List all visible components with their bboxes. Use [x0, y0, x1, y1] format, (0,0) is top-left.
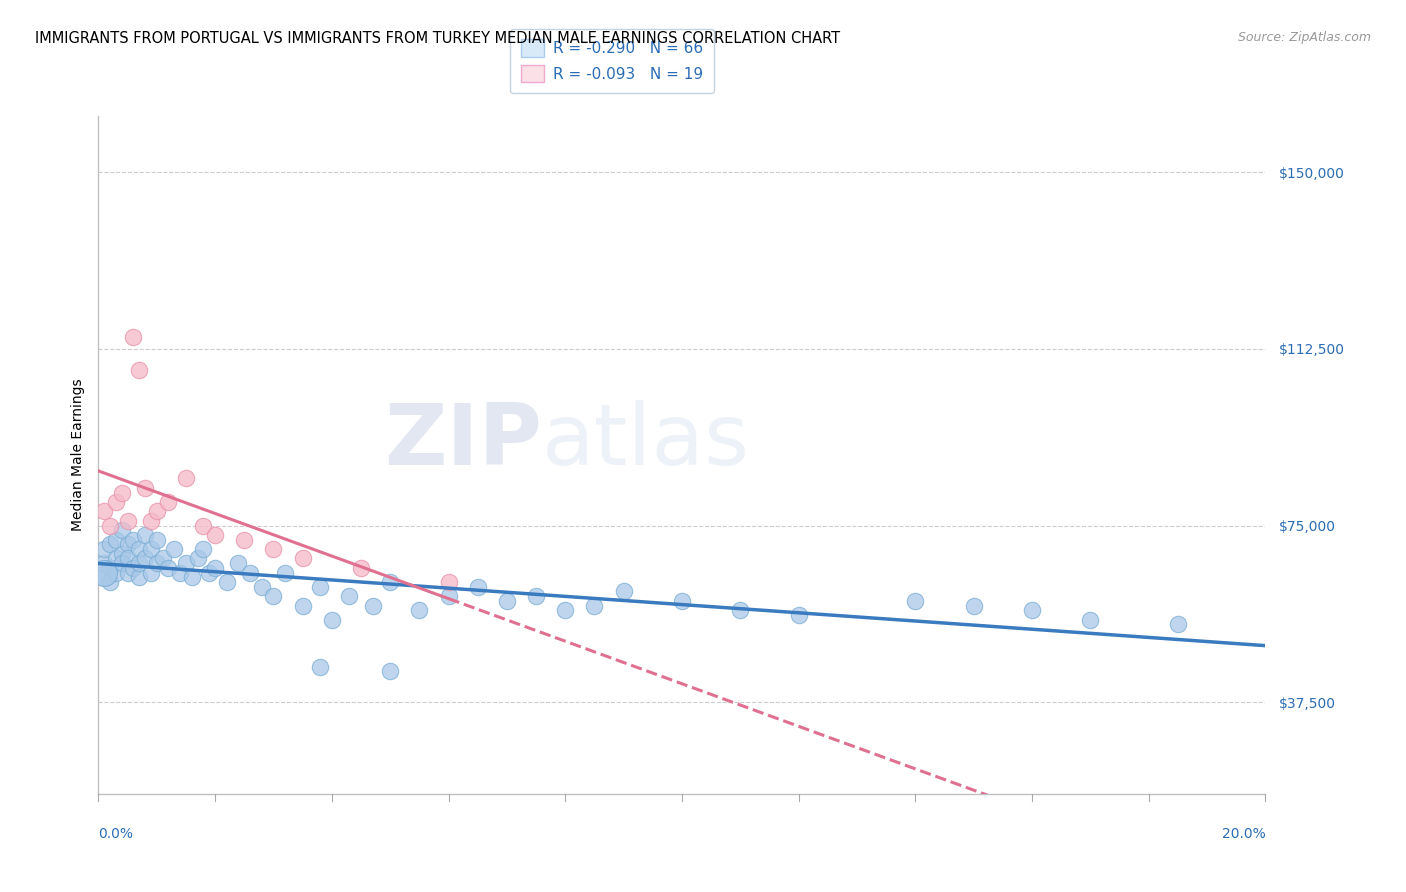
Point	[193, 518, 215, 533]
Point	[524, 589, 547, 603]
Point	[228, 556, 250, 570]
Point	[380, 665, 402, 679]
Point	[204, 561, 226, 575]
Text: IMMIGRANTS FROM PORTUGAL VS IMMIGRANTS FROM TURKEY MEDIAN MALE EARNINGS CORRELAT: IMMIGRANTS FROM PORTUGAL VS IMMIGRANTS F…	[35, 31, 841, 46]
Point	[174, 471, 197, 485]
Point	[93, 542, 115, 557]
Point	[309, 580, 332, 594]
Point	[93, 566, 115, 580]
Text: atlas: atlas	[541, 400, 749, 483]
Point	[104, 566, 127, 580]
Point	[163, 542, 186, 557]
Point	[1080, 613, 1102, 627]
Point	[169, 566, 191, 580]
Point	[111, 485, 134, 500]
Point	[309, 660, 332, 674]
Point	[98, 537, 121, 551]
Point	[139, 542, 162, 557]
Point	[134, 528, 156, 542]
Point	[128, 570, 150, 584]
Point	[612, 584, 634, 599]
Point	[122, 561, 145, 575]
Point	[152, 551, 174, 566]
Point	[98, 575, 121, 590]
Point	[904, 594, 927, 608]
Point	[111, 523, 134, 537]
Point	[157, 561, 180, 575]
Point	[111, 556, 134, 570]
Point	[174, 556, 197, 570]
Point	[204, 528, 226, 542]
Legend: R = -0.290   N = 66, R = -0.093   N = 19: R = -0.290 N = 66, R = -0.093 N = 19	[510, 29, 714, 93]
Text: 20.0%: 20.0%	[1222, 827, 1265, 841]
Point	[128, 363, 150, 377]
Point	[321, 613, 343, 627]
Text: ZIP: ZIP	[384, 400, 541, 483]
Point	[128, 556, 150, 570]
Point	[98, 518, 121, 533]
Point	[380, 575, 402, 590]
Point	[437, 575, 460, 590]
Point	[117, 537, 139, 551]
Point	[239, 566, 262, 580]
Point	[104, 533, 127, 547]
Point	[93, 504, 115, 518]
Point	[134, 481, 156, 495]
Point	[198, 566, 221, 580]
Point	[215, 575, 238, 590]
Point	[122, 330, 145, 344]
Point	[787, 607, 810, 622]
Point	[361, 599, 384, 613]
Point	[117, 566, 139, 580]
Point	[128, 542, 150, 557]
Point	[104, 551, 127, 566]
Point	[139, 514, 162, 528]
Point	[117, 551, 139, 566]
Point	[146, 556, 169, 570]
Text: Source: ZipAtlas.com: Source: ZipAtlas.com	[1237, 31, 1371, 45]
Point	[104, 495, 127, 509]
Point	[274, 566, 297, 580]
Point	[122, 533, 145, 547]
Point	[437, 589, 460, 603]
Point	[337, 589, 360, 603]
Point	[408, 603, 430, 617]
Point	[1021, 603, 1043, 617]
Point	[496, 594, 519, 608]
Point	[1167, 617, 1189, 632]
Point	[250, 580, 273, 594]
Point	[93, 570, 115, 584]
Point	[291, 551, 314, 566]
Point	[139, 566, 162, 580]
Point	[350, 561, 373, 575]
Point	[233, 533, 256, 547]
Point	[467, 580, 489, 594]
Point	[187, 551, 209, 566]
Point	[262, 542, 284, 557]
Point	[193, 542, 215, 557]
Point	[583, 599, 606, 613]
Point	[157, 495, 180, 509]
Point	[671, 594, 693, 608]
Point	[98, 561, 121, 575]
Point	[180, 570, 202, 584]
Point	[93, 556, 115, 570]
Point	[262, 589, 284, 603]
Text: 0.0%: 0.0%	[98, 827, 134, 841]
Point	[146, 533, 169, 547]
Point	[134, 551, 156, 566]
Point	[291, 599, 314, 613]
Point	[146, 504, 169, 518]
Y-axis label: Median Male Earnings: Median Male Earnings	[70, 378, 84, 532]
Point	[117, 514, 139, 528]
Point	[962, 599, 984, 613]
Point	[554, 603, 576, 617]
Point	[111, 547, 134, 561]
Point	[730, 603, 752, 617]
